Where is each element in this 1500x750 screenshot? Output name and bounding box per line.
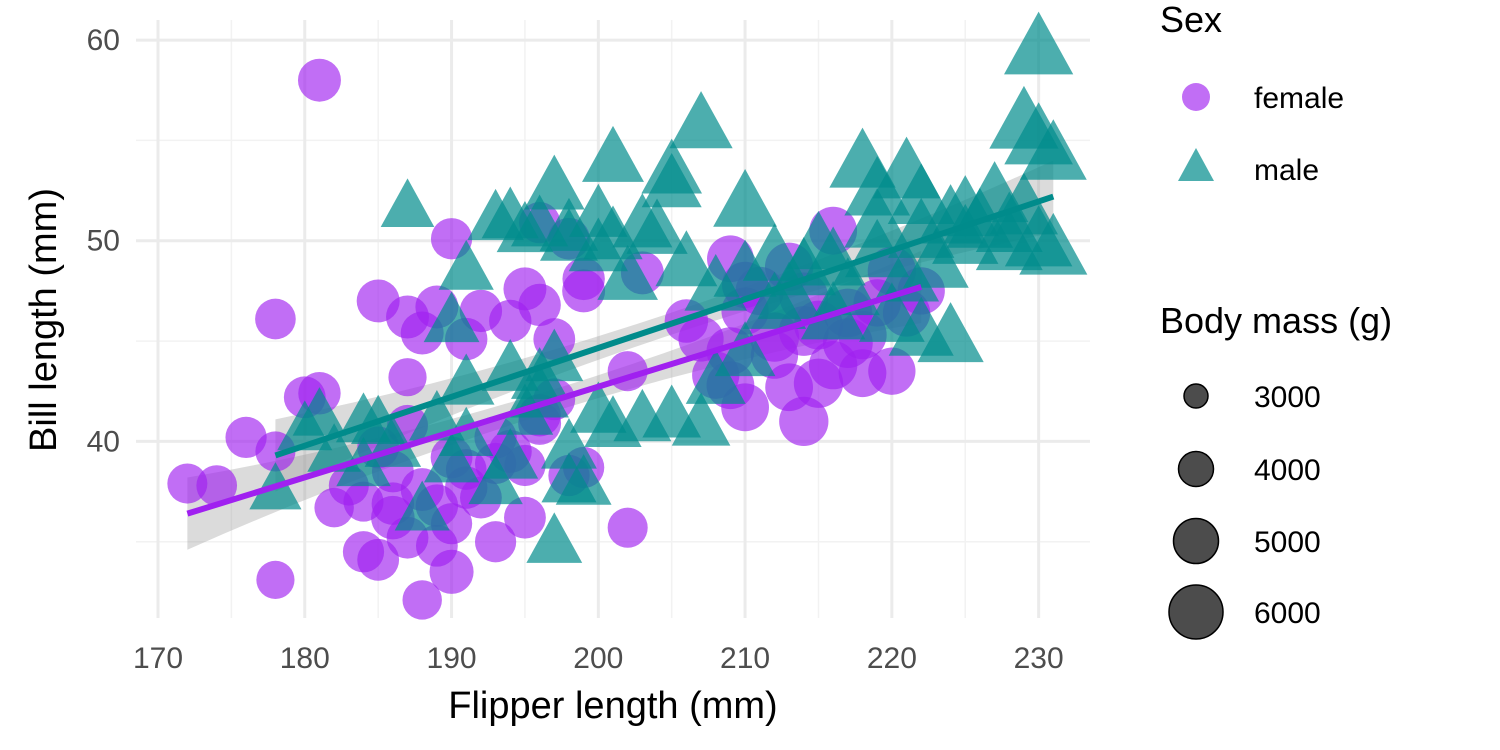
male-point: [568, 217, 628, 272]
x-tick-label: 180: [280, 642, 330, 675]
male-point: [714, 321, 776, 377]
color-legend-title: Sex: [1160, 0, 1222, 40]
male-point: [394, 480, 450, 531]
x-tick-label: 200: [573, 642, 623, 675]
male-point: [523, 154, 585, 210]
size-legend: Body mass (g) 3000 4000 5000 6000: [1160, 300, 1392, 640]
trend-lines: [186, 193, 1055, 517]
male-point: [582, 125, 644, 182]
male-point: [408, 389, 465, 441]
male-point: [1019, 119, 1087, 180]
y-tick-label: 60: [87, 24, 120, 57]
male-point: [541, 418, 597, 469]
size-legend-6000-circle: [1168, 584, 1224, 640]
female-point: [196, 465, 238, 506]
female-point: [255, 298, 296, 340]
female-point: [297, 58, 341, 102]
female-trend-line: [186, 284, 923, 517]
size-legend-5000-label: 5000: [1254, 526, 1321, 559]
size-legend-3000-label: 3000: [1254, 381, 1321, 414]
y-axis-tick-labels: 40 50 60: [87, 24, 120, 458]
male-point: [713, 169, 778, 227]
male-point: [859, 282, 925, 342]
color-legend: Sex female male: [1160, 0, 1344, 187]
male-point: [539, 197, 599, 251]
y-tick-label: 40: [87, 425, 120, 458]
female-point: [357, 538, 400, 581]
size-legend-title: Body mass (g): [1160, 300, 1392, 341]
male-point: [669, 91, 733, 149]
x-tick-label: 230: [1014, 642, 1064, 675]
male-point: [526, 512, 583, 563]
male-point: [684, 253, 748, 311]
male-trend-line: [274, 193, 1055, 459]
male-point: [292, 387, 347, 436]
x-axis-tick-labels: 170 180 190 200 210 220 230: [133, 642, 1064, 675]
male-point: [597, 244, 658, 300]
female-point: [809, 341, 858, 390]
female-point: [429, 549, 474, 594]
x-axis-title: Flipper length (mm): [448, 685, 777, 727]
male-point: [917, 302, 984, 363]
legend-male-key-triangle: [1178, 148, 1214, 181]
female-point: [167, 463, 208, 504]
data-points: [167, 11, 1088, 620]
female-point: [607, 507, 648, 548]
size-legend-5000-circle: [1172, 517, 1220, 565]
male-point: [423, 432, 480, 483]
legend-male-label: male: [1254, 154, 1319, 187]
male-point: [671, 392, 731, 446]
male-point: [685, 349, 746, 404]
male-point: [757, 261, 821, 319]
male-point: [380, 178, 435, 227]
male-point: [641, 152, 702, 208]
male-point: [481, 339, 539, 391]
female-point: [402, 580, 442, 620]
male-point: [844, 155, 911, 216]
female-point: [504, 496, 546, 539]
size-legend-6000-label: 6000: [1254, 597, 1321, 630]
size-legend-4000-label: 4000: [1254, 454, 1321, 487]
size-legend-4000-circle: [1177, 450, 1215, 488]
male-point: [510, 364, 569, 418]
male-point: [844, 188, 911, 248]
male-point: [655, 230, 718, 287]
y-axis-title: Bill length (mm): [23, 188, 65, 452]
female-point: [868, 347, 916, 395]
male-point: [438, 239, 494, 290]
female-point: [388, 358, 427, 397]
female-point: [474, 521, 517, 563]
female-point: [256, 560, 295, 599]
legend-female-label: female: [1254, 82, 1344, 115]
male-point: [1004, 11, 1074, 75]
male-point: [437, 353, 495, 405]
x-tick-label: 220: [867, 642, 917, 675]
male-point: [482, 428, 539, 479]
male-point: [555, 454, 612, 505]
x-tick-label: 170: [133, 642, 183, 675]
legend-female-key-circle: [1182, 83, 1210, 111]
male-point: [423, 291, 480, 343]
female-point: [779, 396, 829, 446]
y-tick-label: 50: [87, 225, 120, 258]
female-point: [371, 482, 415, 525]
female-point: [518, 283, 561, 327]
male-point: [307, 423, 361, 472]
male-point: [800, 281, 866, 340]
x-tick-label: 190: [427, 642, 477, 675]
size-legend-3000-circle: [1183, 383, 1209, 409]
male-point: [626, 198, 688, 254]
x-tick-label: 210: [720, 642, 770, 675]
male-point: [468, 454, 523, 505]
